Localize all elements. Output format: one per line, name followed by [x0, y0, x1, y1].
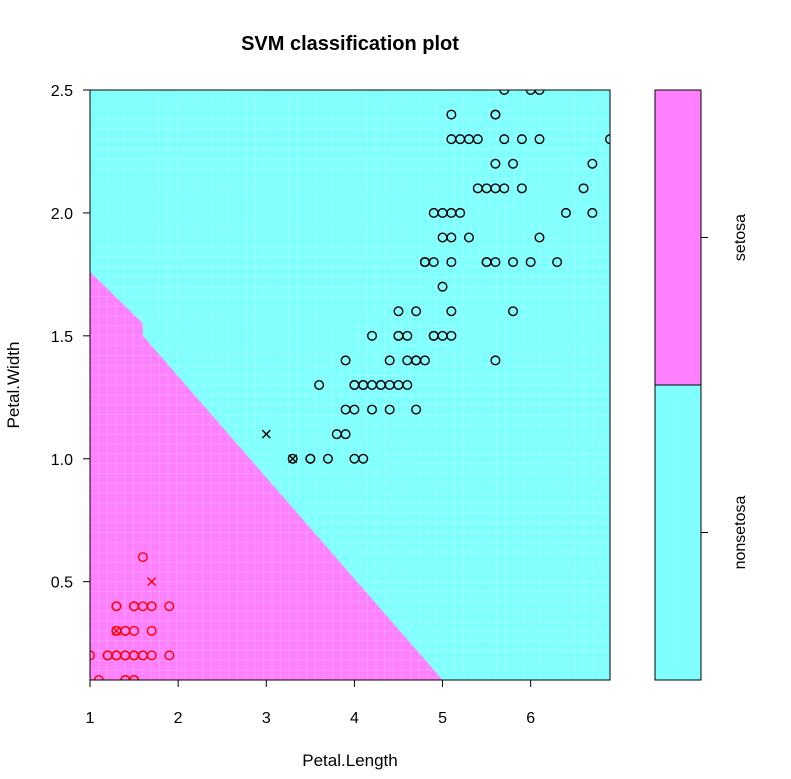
data-point [490, 257, 501, 268]
data-point [384, 355, 395, 366]
data-point [446, 330, 457, 341]
data-point [446, 306, 457, 317]
data-point [402, 380, 413, 391]
data-point [402, 330, 413, 341]
data-point [146, 601, 157, 612]
data-point [111, 601, 122, 612]
data-point [605, 134, 610, 145]
data-point [129, 675, 140, 680]
data-point [446, 232, 457, 243]
data-point [164, 601, 175, 612]
data-point [340, 429, 351, 440]
data-point [129, 625, 140, 636]
setosa-region [90, 271, 443, 680]
y-axis: 0.5 1.0 1.5 2.0 2.5 [51, 83, 90, 592]
data-point [446, 257, 457, 268]
x-tick-label: 3 [262, 710, 271, 727]
data-point [314, 380, 325, 391]
data-point [525, 90, 536, 95]
plot-frame [89, 89, 611, 681]
data-point [287, 453, 298, 464]
data-point [508, 306, 519, 317]
support-vector-point [111, 626, 121, 636]
data-point [560, 207, 571, 218]
y-tick-label: 1.0 [51, 452, 73, 469]
x-tick-label: 2 [174, 710, 183, 727]
data-point [446, 109, 457, 120]
data-point [490, 158, 501, 169]
x-tick-label: 6 [526, 710, 535, 727]
y-tick-label: 2.0 [51, 206, 73, 223]
data-point [587, 158, 598, 169]
data-point [358, 453, 369, 464]
support-vector-point [261, 429, 271, 439]
legend-swatch-setosa [654, 89, 702, 386]
data-point [490, 355, 501, 366]
data-point [411, 306, 422, 317]
x-axis-label: Petal.Length [302, 751, 397, 770]
legend-label: setosa [732, 214, 749, 261]
data-point [508, 158, 519, 169]
data-point [393, 306, 404, 317]
data-point [437, 281, 448, 292]
data-point [525, 257, 536, 268]
data-point [164, 650, 175, 661]
y-axis-label: Petal.Width [4, 342, 23, 429]
data-point [120, 675, 131, 680]
y-tick-label: 2.5 [51, 83, 73, 100]
data-point [463, 232, 474, 243]
data-point [367, 404, 378, 415]
legend-label: nonsetosa [732, 495, 749, 569]
data-point [534, 232, 545, 243]
class-legend: setosa nonsetosa [654, 89, 749, 681]
x-tick-label: 1 [86, 710, 95, 727]
data-point [490, 109, 501, 120]
plot-area [89, 89, 611, 681]
data-point [499, 134, 510, 145]
data-point [578, 183, 589, 194]
data-point [90, 650, 95, 661]
data-point [146, 650, 157, 661]
support-vector-point [288, 454, 298, 464]
data-point [137, 552, 148, 563]
data-point [419, 355, 430, 366]
y-tick-label: 0.5 [51, 575, 73, 592]
chart-title: SVM classification plot [241, 33, 459, 55]
data-point [411, 404, 422, 415]
data-point [552, 257, 563, 268]
data-point [499, 90, 510, 95]
data-point [534, 90, 545, 95]
x-axis: 1 2 3 4 5 6 [86, 680, 535, 727]
data-point [322, 453, 333, 464]
data-point [384, 404, 395, 415]
data-point [146, 625, 157, 636]
region-texture [90, 90, 610, 680]
data-point [508, 257, 519, 268]
data-point [428, 257, 439, 268]
x-tick-label: 4 [350, 710, 359, 727]
data-point [93, 675, 104, 680]
data-point [472, 134, 483, 145]
data-point [349, 404, 360, 415]
data-point [534, 134, 545, 145]
data-point [587, 207, 598, 218]
data-point [455, 207, 466, 218]
data-point [340, 355, 351, 366]
data-points [90, 90, 610, 680]
data-point [516, 183, 527, 194]
x-tick-label: 5 [438, 710, 447, 727]
data-point [499, 183, 510, 194]
y-tick-label: 1.5 [51, 329, 73, 346]
support-vector-point [147, 577, 157, 587]
data-point [516, 134, 527, 145]
data-point [367, 330, 378, 341]
data-point [305, 453, 316, 464]
legend-swatch-nonsetosa [654, 384, 702, 681]
